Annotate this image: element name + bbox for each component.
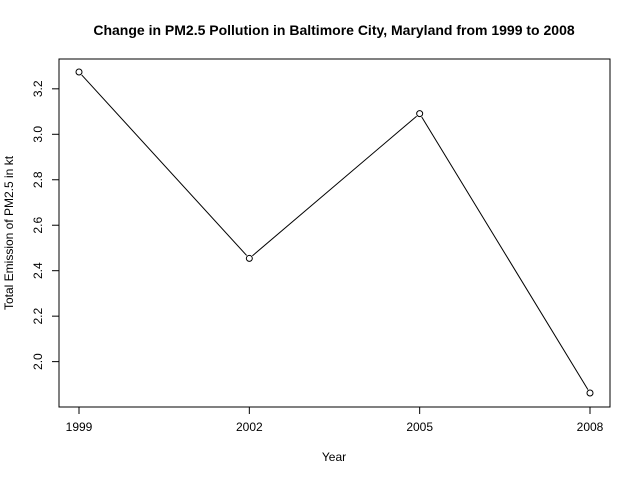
x-tick-label: 1999 [66,420,93,434]
y-tick-label: 3.2 [31,80,45,97]
x-tick-label: 2008 [577,420,604,434]
y-tick-label: 2.2 [31,307,45,324]
data-point [245,254,253,262]
x-axis-label: Year [322,450,346,464]
y-tick-label: 2.8 [31,171,45,188]
line-segment [252,115,417,257]
data-point [586,389,594,397]
line-segment [421,116,589,390]
y-tick-label: 3.0 [31,126,45,143]
chart-title: Change in PM2.5 Pollution in Baltimore C… [93,22,575,38]
plot-frame [58,58,611,408]
data-point [75,68,83,76]
y-axis: 2.0 2.2 2.4 2.6 2.8 3.0 3.2 [31,80,59,370]
y-tick-label: 2.0 [31,353,45,370]
y-tick-label: 2.4 [31,262,45,279]
data-point [416,110,424,118]
x-axis: 1999 2002 2005 2008 [66,407,604,434]
series-line [75,68,594,397]
x-tick-label: 2002 [236,420,263,434]
line-segment [81,74,248,256]
x-tick-label: 2005 [406,420,433,434]
y-axis-label: Total Emission of PM2.5 in kt [2,155,16,310]
y-tick-label: 2.6 [31,217,45,234]
